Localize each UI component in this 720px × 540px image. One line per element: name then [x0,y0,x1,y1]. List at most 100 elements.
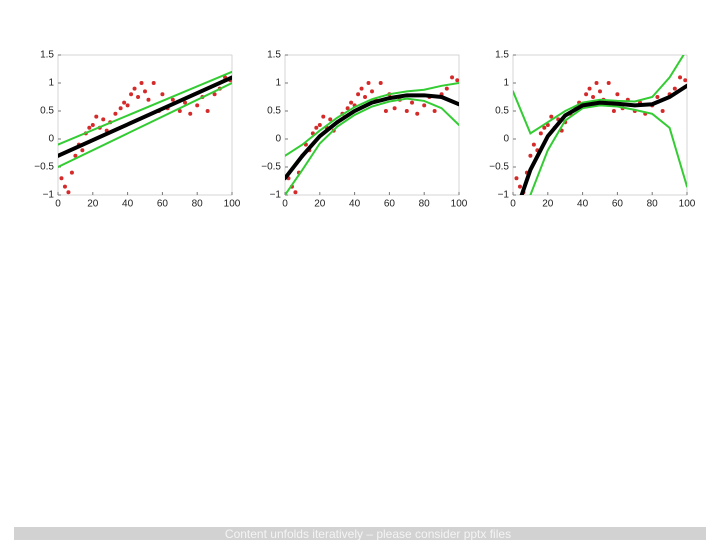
data-point [73,153,78,158]
plot-area [513,55,687,195]
data-point [514,176,519,181]
data-point [517,184,522,189]
y-tick-label: 0.5 [40,106,54,117]
data-point [317,123,322,127]
data-point [177,109,182,113]
axes-box [284,54,460,196]
y-tick-label: 1.5 [495,50,509,61]
data-point [594,81,599,85]
data-point [598,89,602,94]
data-point [345,106,350,111]
fit-line [519,83,687,195]
x-tick-label: 40 [122,199,134,210]
x-tick-label: 0 [282,199,288,210]
data-point [160,92,165,97]
data-point [80,148,85,153]
y-tick-label: −0.5 [489,162,509,173]
x-tick-label: 0 [55,199,61,210]
x-tick-label: 100 [451,199,468,210]
confidence-band [58,82,232,168]
data-point [122,100,127,105]
data-point [293,190,298,195]
data-point [542,125,547,130]
data-point [538,131,543,136]
x-tick-label: 100 [679,199,696,210]
data-point [606,81,611,85]
y-tick-label: 0.5 [495,106,509,117]
data-point [615,92,620,97]
x-tick-label: 80 [192,199,204,210]
footer-bar [14,527,706,540]
y-tick-label: 0.5 [267,106,281,117]
plot: −1 −0.5 0 0.5 1 1.5 0 20 40 60 80 100 [34,50,241,210]
data-point [683,78,687,83]
data-point [584,92,589,97]
confidence-band [529,104,687,195]
confidence-band [513,55,685,135]
data-point [370,89,374,94]
x-tick-label: 40 [577,199,589,210]
x-tick-label: 60 [157,199,169,210]
confidence-band [285,97,459,195]
data-point [383,109,388,113]
data-point [146,97,151,102]
x-tick-label: 100 [224,199,241,210]
data-point [321,114,326,119]
data-point [455,78,459,83]
confidence-band [285,82,459,157]
data-point [205,109,210,113]
y-tick-label: 1 [48,78,54,89]
y-tick-label: −1 [43,190,55,201]
data-point [655,95,660,99]
footer-text: Content unfolds iteratively – please con… [225,527,511,540]
data-point [660,109,665,113]
axes-box [512,54,688,196]
data-point [132,86,137,91]
data-point [359,86,364,91]
y-tick-label: 0 [503,134,509,145]
confidence-band [58,70,232,146]
x-tick-label: 40 [349,199,361,210]
x-tick-label: 20 [87,199,99,210]
data-point [422,103,427,108]
data-point [87,125,92,130]
data-point [143,89,147,94]
y-tick-label: −0.5 [261,162,281,173]
data-point [366,81,371,85]
data-point [415,111,420,116]
data-point [591,95,596,99]
plot: −1 −0.5 0 0.5 1 1.5 0 20 40 60 80 100 [489,50,696,210]
y-tick-label: 1.5 [267,50,281,61]
x-tick-label: 20 [314,199,326,210]
x-tick-label: 20 [542,199,554,210]
data-point [125,103,130,108]
data-point [672,86,677,91]
data-point [328,117,333,122]
x-tick-label: 80 [419,199,431,210]
data-point [101,117,106,122]
x-tick-label: 60 [612,199,624,210]
fit-line [285,93,459,181]
plot: −1 −0.5 0 0.5 1 1.5 0 20 40 60 80 100 [261,50,468,210]
data-point [444,86,449,91]
data-point [378,81,383,85]
data-point [587,86,592,91]
y-tick-label: 1 [275,78,281,89]
data-point [410,100,415,105]
data-point [450,75,455,80]
data-point [129,92,134,97]
y-tick-label: −1 [498,190,510,201]
y-tick-label: 1.5 [40,50,54,61]
y-tick-label: −0.5 [34,162,54,173]
data-point [136,95,141,99]
data-point [314,125,319,130]
data-point [170,97,175,102]
data-point [139,81,144,85]
data-point [195,103,200,108]
data-point [432,109,437,113]
data-point [118,106,123,111]
data-point [678,75,683,80]
data-point [90,123,95,127]
plot-area [58,70,232,195]
